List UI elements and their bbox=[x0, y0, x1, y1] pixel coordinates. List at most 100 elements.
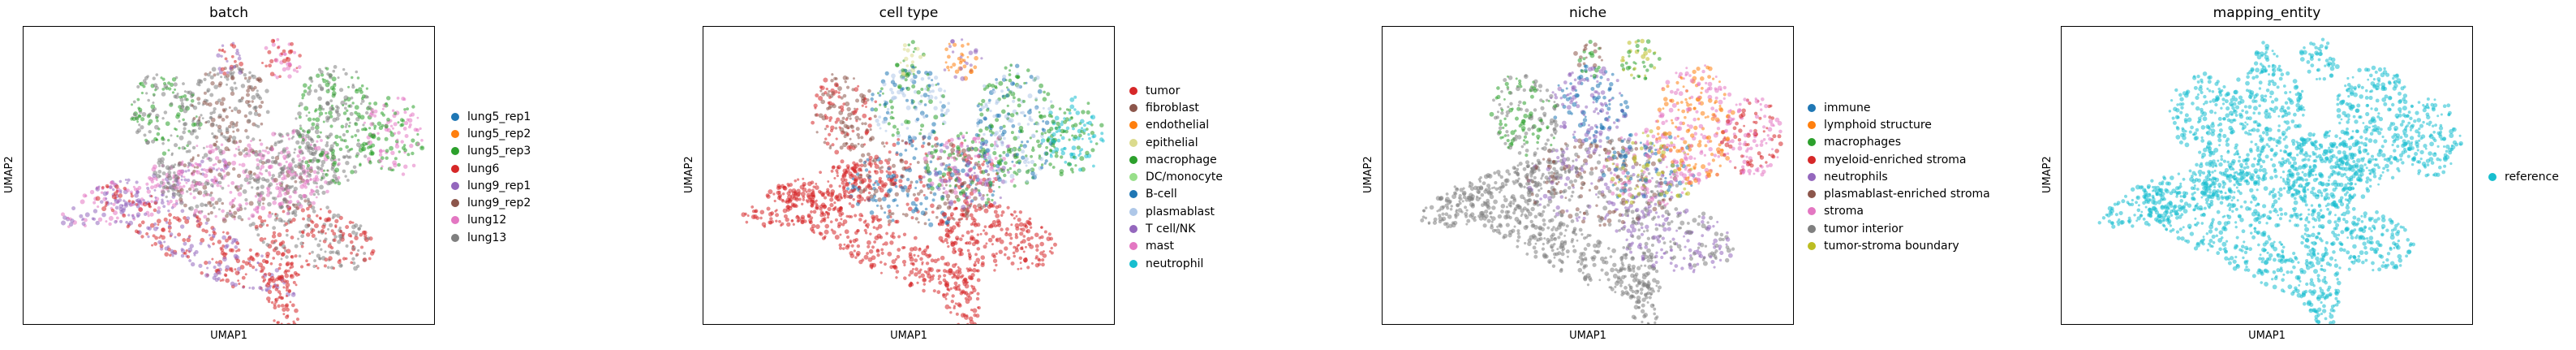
cell-point bbox=[976, 124, 979, 127]
cell-point bbox=[929, 276, 935, 281]
cell-point bbox=[815, 202, 819, 206]
cell-point bbox=[891, 91, 895, 95]
cell-point bbox=[159, 234, 163, 237]
cell-point bbox=[143, 212, 148, 216]
cell-point bbox=[248, 287, 252, 289]
cell-point bbox=[992, 177, 996, 180]
cell-point bbox=[284, 273, 290, 279]
cell-point bbox=[827, 180, 830, 183]
cell-point bbox=[1566, 255, 1569, 258]
cell-point bbox=[911, 267, 914, 270]
cell-point bbox=[315, 189, 320, 194]
cell-point bbox=[904, 149, 908, 152]
cell-point bbox=[314, 237, 317, 241]
cell-point bbox=[291, 185, 295, 188]
cell-point bbox=[403, 110, 407, 115]
cell-point bbox=[175, 216, 180, 221]
cell-point bbox=[1606, 278, 1611, 282]
cell-point bbox=[147, 202, 151, 206]
cell-point bbox=[841, 247, 845, 250]
cell-point bbox=[858, 158, 863, 163]
cell-point bbox=[271, 174, 275, 178]
cell-point bbox=[1487, 187, 1491, 191]
cell-point bbox=[329, 99, 333, 102]
cell-point bbox=[257, 113, 261, 117]
cell-point bbox=[999, 196, 1002, 200]
cell-point bbox=[315, 185, 319, 188]
cell-point bbox=[910, 144, 914, 148]
cell-point bbox=[944, 47, 948, 51]
cell-point bbox=[811, 223, 816, 229]
cell-point bbox=[897, 138, 901, 141]
cell-point bbox=[949, 188, 955, 194]
cell-point bbox=[305, 133, 310, 139]
cell-point bbox=[863, 122, 867, 126]
cell-point bbox=[863, 199, 867, 202]
cell-point bbox=[338, 226, 342, 230]
cell-point bbox=[934, 167, 938, 171]
cell-point bbox=[925, 261, 930, 266]
cell-point bbox=[327, 152, 329, 155]
cell-point bbox=[842, 184, 846, 188]
cell-point bbox=[213, 272, 218, 278]
cell-point bbox=[1469, 186, 1475, 191]
cell-point bbox=[1557, 235, 1561, 240]
cell-point bbox=[359, 115, 365, 120]
cell-point bbox=[273, 303, 277, 307]
cell-point bbox=[904, 56, 909, 62]
cell-point bbox=[124, 179, 127, 181]
cell-point bbox=[343, 155, 346, 159]
cell-point bbox=[1580, 233, 1584, 236]
cell-point bbox=[359, 102, 363, 106]
cell-point bbox=[367, 157, 372, 162]
cell-point bbox=[344, 175, 347, 178]
cell-point bbox=[927, 132, 933, 137]
cell-point bbox=[306, 169, 309, 172]
cell-point bbox=[1552, 166, 1556, 171]
cell-point bbox=[252, 176, 255, 180]
cell-point bbox=[777, 190, 781, 194]
cell-point bbox=[1446, 206, 1450, 210]
cell-point bbox=[892, 124, 897, 129]
cell-point bbox=[183, 122, 187, 127]
cell-point bbox=[1586, 243, 1591, 248]
cell-point bbox=[239, 61, 243, 67]
cell-point bbox=[333, 235, 338, 239]
cell-point bbox=[237, 279, 240, 283]
cell-point bbox=[974, 154, 977, 158]
cell-point bbox=[887, 122, 891, 126]
cell-point bbox=[1001, 129, 1007, 135]
cell-point bbox=[364, 127, 368, 132]
cell-point bbox=[1100, 132, 1104, 136]
cell-point bbox=[996, 143, 999, 146]
cell-point bbox=[400, 140, 404, 144]
cell-point bbox=[952, 63, 957, 67]
cell-point bbox=[118, 204, 124, 209]
cell-point bbox=[833, 76, 837, 80]
cell-point bbox=[292, 203, 295, 206]
cell-point bbox=[1019, 129, 1023, 133]
cell-point bbox=[1494, 228, 1497, 231]
cell-point bbox=[248, 110, 252, 115]
cell-point bbox=[62, 215, 67, 220]
cell-point bbox=[148, 175, 152, 180]
legend-item-lung13: lung13 bbox=[451, 229, 531, 246]
cell-point bbox=[378, 158, 383, 163]
cell-point bbox=[854, 178, 858, 182]
cell-point bbox=[950, 299, 954, 304]
cell-point bbox=[912, 156, 917, 161]
cell-point bbox=[1039, 157, 1044, 162]
cell-point bbox=[61, 212, 66, 217]
legend-marker bbox=[1129, 207, 1137, 216]
cell-point bbox=[1071, 145, 1077, 150]
cell-point bbox=[910, 216, 914, 220]
cell-point bbox=[210, 80, 215, 86]
cell-point bbox=[953, 281, 958, 286]
cell-point bbox=[885, 110, 890, 115]
cell-point bbox=[942, 269, 947, 273]
cell-point bbox=[1502, 184, 1506, 188]
cell-point bbox=[1424, 216, 1428, 220]
cell-point bbox=[864, 219, 867, 223]
cell-point bbox=[946, 287, 949, 291]
cell-point bbox=[884, 129, 888, 132]
